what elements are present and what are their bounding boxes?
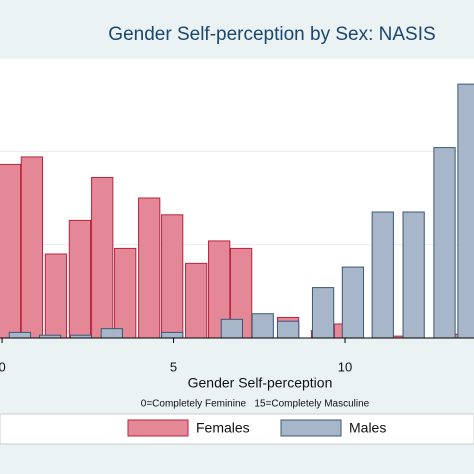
legend-swatch: [280, 419, 342, 437]
legend-swatch: [127, 419, 189, 437]
x-tick-label: 10: [338, 359, 352, 374]
bar: [100, 328, 123, 339]
bar: [138, 197, 161, 339]
legend-box: [0, 413, 474, 445]
bar: [0, 163, 22, 339]
bar: [341, 266, 365, 339]
chart-title: Gender Self-perception by Sex: NASIS: [108, 24, 435, 45]
bar: [311, 287, 335, 339]
bar: [161, 331, 184, 339]
bar: [457, 83, 474, 339]
x-tick-label: 5: [170, 359, 177, 374]
bar: [91, 176, 114, 339]
bar: [114, 247, 137, 339]
bar: [251, 313, 274, 339]
bar: [44, 253, 68, 339]
bar: [185, 262, 208, 339]
bar: [8, 331, 32, 339]
bar: [371, 211, 394, 339]
bar: [68, 219, 92, 339]
x-tick-label: 0: [0, 359, 6, 374]
bar: [276, 320, 300, 339]
bar: [20, 156, 44, 339]
bar: [402, 211, 425, 339]
bar: [161, 214, 184, 339]
legend-label: Females: [196, 420, 250, 436]
bar: [220, 318, 243, 339]
legend-label: Males: [349, 420, 386, 436]
bar: [433, 147, 456, 339]
x-axis-title: Gender Self-perception: [188, 375, 333, 391]
note: 0=Completely Feminine 15=Completely Masc…: [141, 399, 370, 410]
